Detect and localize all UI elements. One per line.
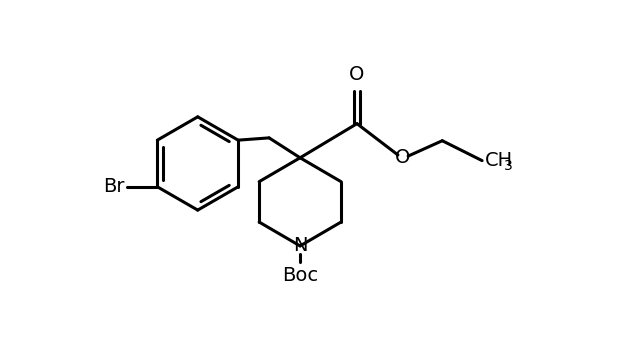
Text: 3: 3 [504,159,513,173]
Text: Boc: Boc [282,266,318,286]
Text: O: O [349,65,365,84]
Text: Br: Br [104,177,125,196]
Text: CH: CH [485,151,513,170]
Text: N: N [293,236,307,256]
Text: O: O [395,148,410,167]
